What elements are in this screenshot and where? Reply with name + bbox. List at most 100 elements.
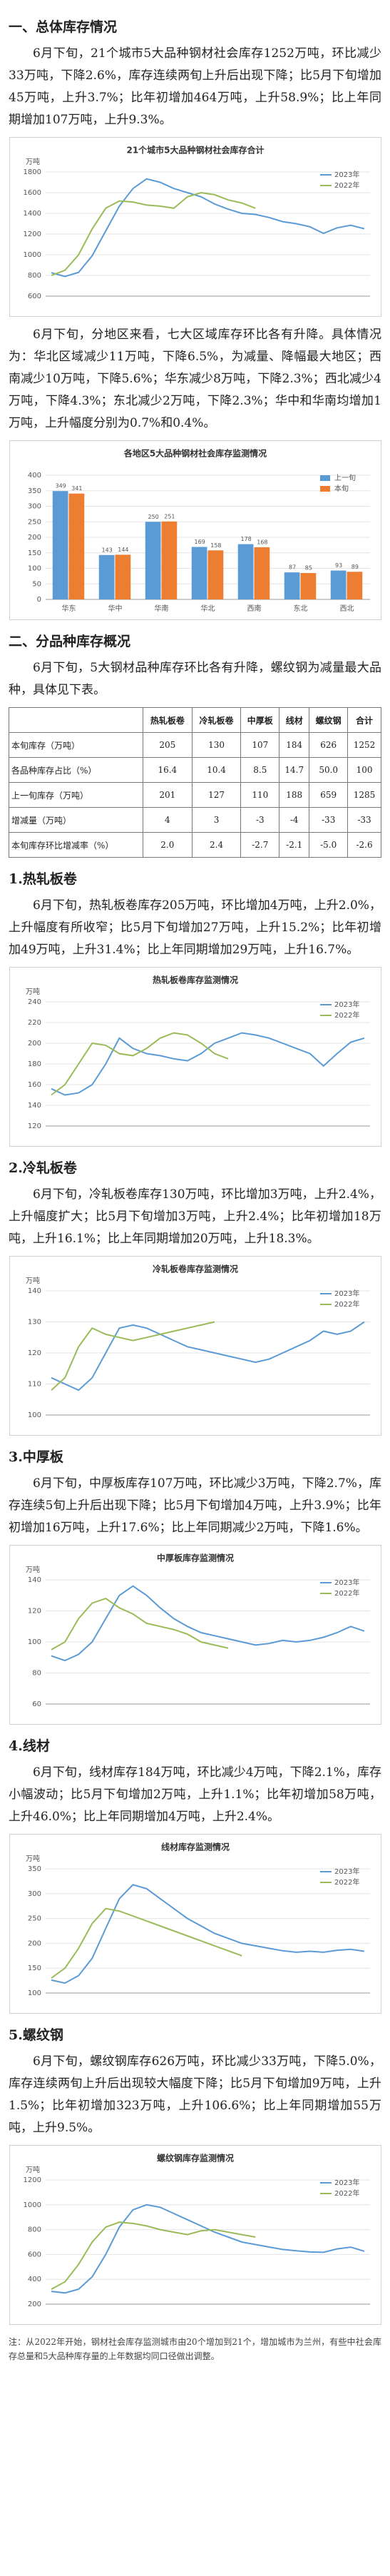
y-tick-label: 1000 <box>23 2201 41 2209</box>
x-tick-label: 华北 <box>200 604 215 613</box>
row-label: 上一旬库存（万吨） <box>9 782 143 808</box>
y-tick-label: 800 <box>27 2226 41 2234</box>
chart-title: 各地区5大品种钢材社会库存监测情况 <box>123 448 266 459</box>
row-label: 本旬库存（万吨） <box>9 732 143 758</box>
chart-title: 线材库存监测情况 <box>160 1842 229 1852</box>
x-tick-label: 西北 <box>339 604 354 613</box>
bar <box>254 547 270 599</box>
x-tick-label: 西南 <box>247 604 261 613</box>
legend-label: 2022年 <box>334 2189 359 2198</box>
paragraph: 6月下旬，中厚板库存107万吨，环比减少3万吨，下降2.7%，库存连续5旬上升后… <box>9 1476 381 1535</box>
row-unit: （万吨） <box>37 815 72 826</box>
table-cell: 110 <box>240 782 280 808</box>
table-cell: 50.0 <box>309 757 349 783</box>
bar <box>237 544 253 599</box>
table-cell: 10.4 <box>191 757 242 783</box>
legend-label: 2022年 <box>334 181 359 190</box>
chart-title: 冷轧板卷库存监测情况 <box>152 1264 237 1274</box>
y-tick-label: 140 <box>27 1576 41 1584</box>
series-line <box>50 1907 242 1979</box>
header-row: 热轧板卷 冷轧板卷 中厚板 线材 螺纹钢 合计 <box>9 707 381 733</box>
table-cell: 1285 <box>347 782 381 808</box>
table-cell: 626 <box>309 732 349 758</box>
header-cell: 中厚板 <box>240 707 280 733</box>
paragraph: 6月下旬，5大钢材品种库存环比各有升降，螺纹钢为减量最大品种，具体见下表。 <box>9 661 381 697</box>
row-label-text: 上一旬库存 <box>11 790 55 801</box>
legend-label: 2023年 <box>334 1000 359 1009</box>
y-tick-label: 120 <box>27 1608 41 1616</box>
table-cell: 100 <box>347 757 381 783</box>
y-tick-label: 130 <box>27 1319 41 1327</box>
table-cell: 14.7 <box>279 757 310 783</box>
y-tick-label: 300 <box>27 1890 41 1898</box>
header-cell <box>9 707 143 733</box>
row-unit: （万吨） <box>54 790 89 801</box>
legend-label: 2022年 <box>334 1877 359 1887</box>
data-label: 143 <box>101 547 112 553</box>
bar <box>161 521 177 599</box>
section-heading: 一、总体库存情况 <box>9 19 118 35</box>
data-label: 93 <box>335 562 342 569</box>
y-tick-label: 200 <box>27 2301 41 2308</box>
series-line <box>51 191 256 276</box>
y-tick-label: 100 <box>27 565 41 573</box>
data-label: 251 <box>164 513 175 519</box>
x-tick-label: 华中 <box>108 604 122 613</box>
table-cell: 4 <box>142 807 193 833</box>
y-axis-label: 万吨 <box>26 2165 40 2174</box>
data-label: 169 <box>194 539 205 545</box>
table-cell: -33 <box>347 807 381 833</box>
legend-label: 2023年 <box>334 1578 359 1587</box>
section-heading: 5.螺纹钢 <box>9 2027 63 2043</box>
table-cell: -3 <box>240 807 280 833</box>
y-tick-label: 100 <box>27 1411 41 1419</box>
y-tick-label: 140 <box>27 1287 41 1295</box>
y-axis-label: 万吨 <box>26 1854 40 1863</box>
bar <box>347 572 362 599</box>
chart-title: 21个城市5大品种钢材社会库存合计 <box>126 145 264 156</box>
data-label: 178 <box>240 536 251 542</box>
y-tick-label: 600 <box>27 2251 41 2258</box>
bar <box>98 554 114 599</box>
row-unit: （%） <box>71 765 97 776</box>
y-tick-label: 1200 <box>23 230 41 238</box>
y-tick-label: 220 <box>27 1019 41 1027</box>
y-tick-label: 50 <box>32 580 41 588</box>
y-tick-label: 300 <box>27 503 41 511</box>
y-tick-label: 350 <box>27 487 41 495</box>
paragraph: 6月下旬，热轧板卷库存205万吨，环比增加4万吨，上升2.0%，上升幅度有所收窄… <box>9 898 381 957</box>
x-tick-label: 华东 <box>61 604 76 613</box>
y-tick-label: 160 <box>27 1081 41 1089</box>
table-cell: 2.0 <box>142 832 193 858</box>
table-cell: -5.0 <box>309 832 349 858</box>
series-line <box>50 1032 228 1096</box>
series-line <box>51 178 364 278</box>
data-label: 349 <box>55 483 66 490</box>
header-cell: 螺纹钢 <box>309 707 349 733</box>
bar <box>68 493 84 599</box>
header-cell: 热轧板卷 <box>142 707 193 733</box>
series-line <box>51 1585 364 1662</box>
bar <box>330 570 346 599</box>
table-cell: -2.7 <box>240 832 280 858</box>
row-label-text: 本旬库存 <box>11 740 46 751</box>
y-tick-label: 1600 <box>23 189 41 197</box>
series-line <box>51 1597 228 1650</box>
header-cell: 冷轧板卷 <box>191 707 242 733</box>
footnote: 注：从2022年开始，钢材社会库存监测城市由20个增加到21个，增加城市为兰州，… <box>9 2337 381 2361</box>
y-tick-label: 0 <box>36 596 41 604</box>
paragraph: 6月下旬，螺纹钢库存626万吨，环比减少33万吨，下降5.0%，库存连续两旬上升… <box>9 2054 381 2135</box>
table-cell: 16.4 <box>142 757 193 783</box>
row-label-text: 本旬库存环比增减率 <box>11 840 89 851</box>
row-unit: （万吨） <box>46 740 81 751</box>
data-label: 144 <box>118 547 128 553</box>
y-tick-label: 180 <box>27 1060 41 1068</box>
data-table: 热轧板卷 冷轧板卷 中厚板 线材 螺纹钢 合计 本旬库存（万吨） 205 130 107 184 62… <box>9 707 381 858</box>
header-cell: 线材 <box>279 707 310 733</box>
data-label: 168 <box>257 539 267 545</box>
y-tick-label: 400 <box>27 472 41 480</box>
